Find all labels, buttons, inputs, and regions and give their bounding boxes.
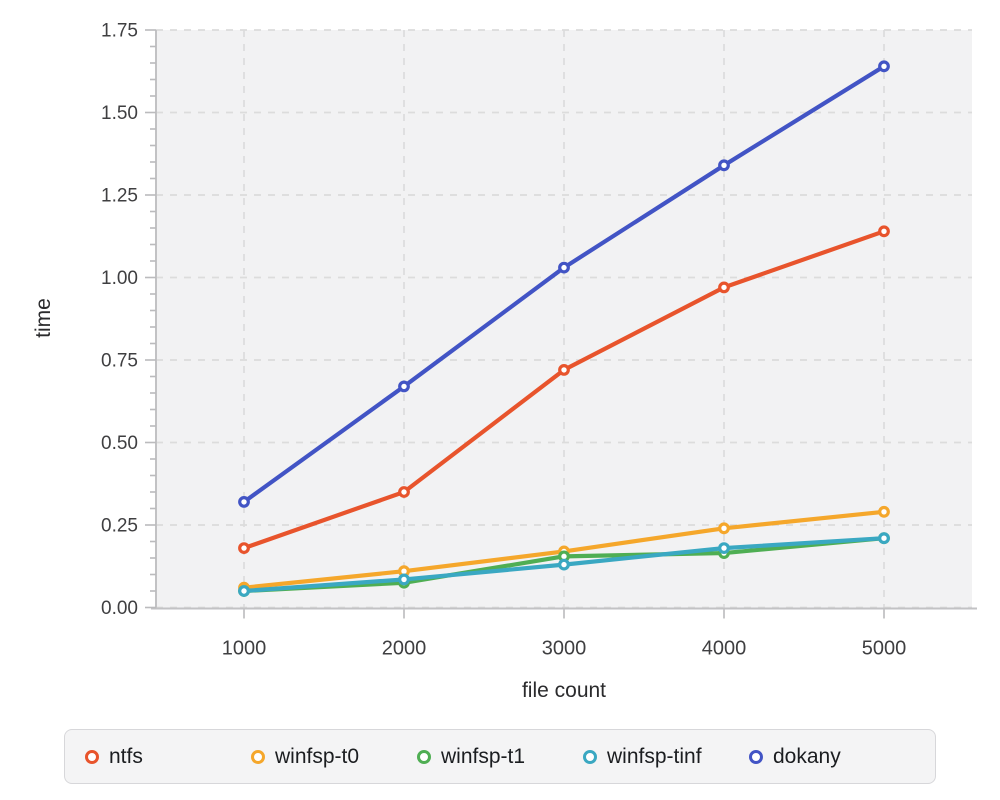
data-point-marker — [238, 585, 250, 597]
y-tick-label: 1.75 — [101, 21, 138, 42]
data-point-marker — [398, 486, 410, 498]
legend-marker-circle-icon — [583, 749, 597, 764]
data-point-marker — [238, 496, 250, 508]
axes — [151, 30, 977, 610]
data-point-marker — [878, 225, 890, 238]
legend: ntfs winfsp-t0 winfsp-t1 winfsp-tinf dokany — [64, 729, 936, 784]
legend-label: dokany — [773, 745, 841, 768]
data-point-marker — [558, 558, 570, 571]
legend-label: winfsp-t1 — [441, 745, 526, 768]
x-axis-ticks — [243, 609, 885, 619]
data-point-marker — [878, 505, 890, 518]
chart-svg: 0.00 0.25 0.50 0.75 1.00 1.25 1.50 1.75 1000 2000… — [101, 21, 977, 660]
x-axis-title: file count — [521, 679, 607, 702]
x-tick-label: 3000 — [542, 638, 587, 660]
y-tick-label: 1.00 — [101, 268, 138, 289]
legend-label: winfsp-t0 — [275, 745, 360, 768]
data-point-marker — [878, 532, 890, 545]
x-tick-label: 2000 — [382, 638, 427, 660]
y-tick-label: 0.25 — [101, 516, 138, 537]
legend-item-winfsp-t1[interactable]: winfsp-t1 — [417, 746, 583, 767]
data-point-marker — [398, 573, 410, 586]
legend-marker-circle-icon — [749, 749, 763, 764]
data-point-marker — [718, 522, 730, 535]
series-winfsp-tinf — [238, 532, 890, 597]
legend-item-ntfs[interactable]: ntfs — [85, 746, 251, 767]
series-ntfs — [238, 225, 890, 554]
data-point-marker — [878, 60, 890, 73]
y-tick-label: 0.50 — [101, 433, 138, 454]
legend-marker-circle-icon — [417, 749, 431, 764]
x-tick-label: 1000 — [222, 638, 267, 660]
y-tick-label: 1.25 — [101, 186, 138, 207]
series-dokany — [238, 60, 890, 508]
legend-item-dokany[interactable]: dokany — [749, 746, 915, 767]
legend-label: ntfs — [109, 745, 143, 768]
data-point-marker — [558, 364, 570, 376]
y-axis-ticks — [145, 29, 156, 609]
y-tick-label: 1.50 — [101, 103, 138, 124]
x-tick-label: 4000 — [702, 638, 747, 660]
legend-item-winfsp-tinf[interactable]: winfsp-tinf — [583, 746, 749, 767]
data-point-marker — [558, 261, 570, 274]
legend-label: winfsp-tinf — [607, 745, 702, 768]
x-tick-label: 5000 — [862, 638, 907, 660]
y-tick-label: 0.00 — [101, 598, 138, 619]
legend-item-winfsp-t0[interactable]: winfsp-t0 — [251, 746, 417, 767]
data-point-marker — [398, 380, 410, 393]
data-point-marker — [718, 281, 730, 294]
legend-marker-circle-icon — [251, 749, 265, 764]
y-axis-title: time — [32, 298, 55, 338]
data-point-marker — [718, 159, 730, 172]
data-point-marker — [238, 542, 250, 554]
data-point-marker — [718, 542, 730, 554]
y-tick-label: 0.75 — [101, 351, 138, 372]
legend-marker-circle-icon — [85, 749, 99, 764]
